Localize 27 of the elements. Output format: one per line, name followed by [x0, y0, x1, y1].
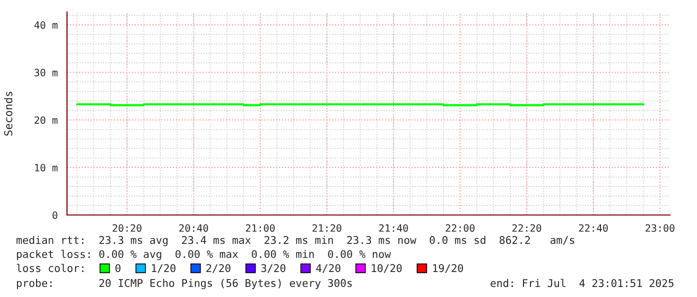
text: median rtt: 23.3 ms avg 23.4 ms max 23.2 ms min 23.3 ms now 0.0 ms sd 862.2 am/s	[16, 236, 574, 246]
legend-label: 1/20	[152, 264, 176, 273]
x-tick-label: 22:40	[579, 224, 608, 232]
y-tick-label: 30 m	[34, 68, 58, 76]
y-axis-title: Seconds	[4, 92, 12, 136]
legend-label: 3/20	[261, 264, 286, 273]
legend-label: 10/20	[372, 264, 402, 273]
text: end: Fri Jul 4 23:01:51 2025	[490, 278, 674, 288]
x-tick-label: 22:00	[446, 224, 475, 232]
x-tick-label: 23:00	[646, 224, 674, 232]
x-tick-label: 22:20	[512, 224, 542, 232]
x-tick-label: 20:20	[112, 224, 142, 232]
x-tick-label: 21:00	[246, 224, 275, 232]
legend-label: 19/20	[433, 264, 464, 273]
x-tick-label: 21:40	[379, 224, 408, 232]
text: probe: 20 ICMP Echo Pings (56 Bytes) every 300s	[16, 278, 352, 290]
legend-title: loss color:	[16, 264, 84, 272]
legend-label: 0	[115, 264, 120, 272]
x-tick-label: 21:20	[312, 224, 342, 232]
y-tick-label: 20 m	[34, 116, 58, 124]
y-tick-label: 0	[52, 211, 58, 219]
text: packet loss: 0.00 % avg 0.00 % max 0.00 % min 0.00 % now	[16, 250, 391, 260]
legend-label: 2/20	[206, 264, 230, 273]
y-tick-label: 40 m	[34, 21, 58, 29]
x-tick-label: 20:40	[179, 224, 208, 232]
y-tick-label: 10 m	[35, 164, 58, 172]
legend-label: 4/20	[316, 264, 340, 273]
